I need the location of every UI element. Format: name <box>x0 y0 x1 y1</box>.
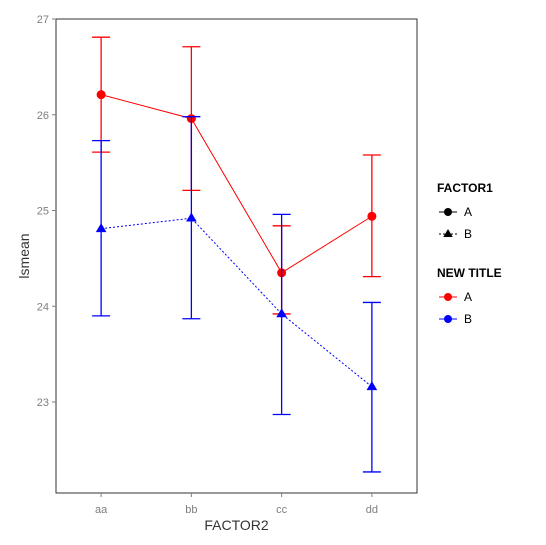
data-point <box>95 223 107 233</box>
data-point <box>366 381 378 391</box>
series-b <box>92 116 381 473</box>
legend-group-1: FACTOR1 AB <box>437 181 493 241</box>
legend-item: A <box>439 290 472 304</box>
y-tick-label: 23 <box>37 397 49 409</box>
plot-panel <box>55 18 418 494</box>
legend-key-marker <box>444 208 452 216</box>
legend-title: FACTOR1 <box>437 181 493 195</box>
y-axis-title: lsmean <box>16 233 32 278</box>
data-point <box>96 90 106 100</box>
series-a <box>92 36 381 315</box>
y-tick-label: 24 <box>37 301 49 313</box>
x-axis-title: FACTOR2 <box>204 517 269 533</box>
series-layer <box>92 36 381 473</box>
series-line <box>100 94 373 274</box>
legend-title: NEW TITLE <box>437 266 502 280</box>
y-tick-label: 25 <box>37 206 49 218</box>
legend-label: B <box>464 312 472 326</box>
y-tick-label: 26 <box>37 110 49 122</box>
y-axis: 23 24 25 26 27 <box>37 14 56 409</box>
legend-label: A <box>464 205 472 219</box>
x-tick-label: aa <box>95 504 108 516</box>
legend-label: B <box>464 227 472 241</box>
data-point <box>276 308 287 318</box>
x-tick-label: dd <box>366 504 378 516</box>
x-axis: aa bb cc dd <box>95 493 378 516</box>
data-point <box>367 211 377 221</box>
legend-group-2: NEW TITLE AB <box>437 266 502 326</box>
legend-key-marker <box>444 315 452 323</box>
legend-item: B <box>439 312 472 326</box>
x-tick-label: cc <box>276 504 288 516</box>
legend-item: A <box>439 205 472 219</box>
legend-key-marker <box>443 229 453 237</box>
y-tick-label: 27 <box>37 14 49 26</box>
data-point <box>186 212 197 222</box>
legend-key-marker <box>444 293 452 301</box>
x-tick-label: bb <box>185 504 197 516</box>
legend-label: A <box>464 290 472 304</box>
legend-item: B <box>439 227 472 241</box>
series-line <box>101 217 373 388</box>
